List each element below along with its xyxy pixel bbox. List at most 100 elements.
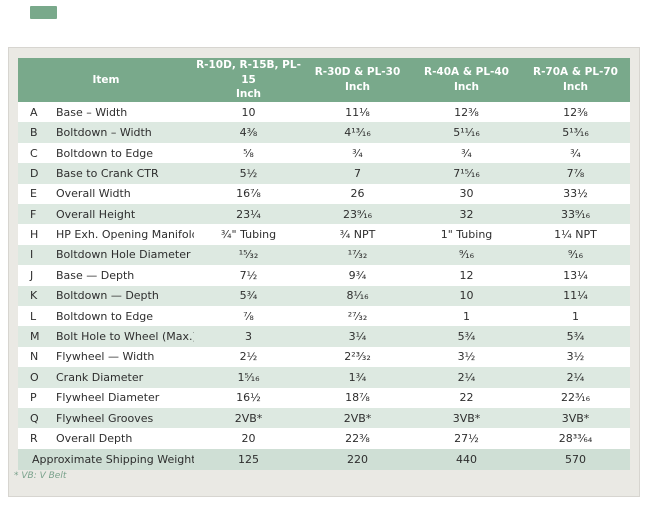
value-cell: ⁹⁄₁₆ <box>521 244 630 266</box>
table-row: D Base to Crank CTR 5½ 7 7¹⁵⁄₁₆ 7⅞ <box>18 163 630 184</box>
value-cell: 28³³⁄₆₄ <box>521 428 630 449</box>
row-letter: C <box>30 146 38 160</box>
value-cell: 22 <box>412 387 521 408</box>
col-header-model: R-70A & PL-70 Inch <box>521 58 630 103</box>
item-label: Crank Diameter <box>56 370 144 384</box>
item-label: Flywheel Grooves <box>56 411 154 425</box>
item-label: Overall Depth <box>56 432 133 445</box>
value-cell: ⅞ <box>194 305 303 327</box>
value-cell: 11⅛ <box>303 102 412 123</box>
value-cell: 11¼ <box>521 285 630 306</box>
value-cell: 7 <box>303 163 412 184</box>
item-cell: C Boltdown to Edge <box>18 142 194 164</box>
value-cell: 33⁹⁄₁₆ <box>521 204 630 225</box>
value-cell: 12 <box>412 265 521 286</box>
value-cell: 32 <box>412 204 521 225</box>
item-label: Boltdown – Width <box>56 126 152 140</box>
item-cell: F Overall Height <box>18 204 194 225</box>
table-row: F Overall Height 23¼ 23⁹⁄₁₆ 32 33⁹⁄₁₆ <box>18 204 630 225</box>
value-cell: 5¾ <box>412 326 521 347</box>
item-cell: Q Flywheel Grooves <box>18 407 194 429</box>
table-row: O Crank Diameter 1⁵⁄₁₆ 1¾ 2¼ 2¼ <box>18 367 630 388</box>
value-cell: 3VB* <box>412 407 521 429</box>
value-cell: 5¾ <box>194 285 303 306</box>
row-letter: J <box>30 268 34 282</box>
table-row: K Boltdown — Depth 5¾ 8¹⁄₁₆ 10 11¼ <box>18 285 630 306</box>
value-cell: 20 <box>194 428 303 449</box>
value-cell: 30 <box>412 183 521 205</box>
table-row: R Overall Depth 20 22⅜ 27½ 28³³⁄₆₄ <box>18 428 630 449</box>
row-letter: K <box>30 289 38 303</box>
value-cell: 1⁵⁄₁₆ <box>194 367 303 388</box>
table-row: B Boltdown – Width 4⅜ 4¹³⁄₁₆ 5¹¹⁄₁₆ 5¹³⁄₁₆ <box>18 122 630 143</box>
value-cell: 10 <box>194 102 303 123</box>
table-row: P Flywheel Diameter 16½ 18⅞ 22 22³⁄₁₆ <box>18 387 630 408</box>
col-header-model: R-40A & PL-40 Inch <box>412 58 521 103</box>
value-cell: 1 <box>412 305 521 327</box>
item-label: Overall Height <box>56 207 136 221</box>
value-cell: 33½ <box>521 183 630 205</box>
col-header-model: R-30D & PL-30 Inch <box>303 58 412 103</box>
value-cell: 2½ <box>194 346 303 368</box>
value-cell: 7⅞ <box>521 163 630 184</box>
item-label: HP Exh. Opening Manifold <box>56 228 194 242</box>
table-row: N Flywheel — Width 2½ 2²³⁄₃₂ 3½ 3½ <box>18 346 630 368</box>
value-cell: 5½ <box>194 163 303 184</box>
value-cell: ¾ <box>303 142 412 164</box>
shipping-weight-label: Approximate Shipping Weight (lbs.) <box>18 448 194 470</box>
table-row: M Bolt Hole to Wheel (Max.) 3 3¼ 5¾ 5¾ <box>18 326 630 347</box>
shipping-weight-value: 440 <box>412 448 521 470</box>
item-label: Flywheel Diameter <box>56 391 160 405</box>
value-cell: ¾ <box>521 142 630 164</box>
value-cell: ¾" Tubing <box>194 224 303 245</box>
shipping-weight-value: 220 <box>303 448 412 470</box>
item-label: Overall Width <box>56 187 131 201</box>
row-letter: F <box>30 207 37 221</box>
table-row: C Boltdown to Edge ⅝ ¾ ¾ ¾ <box>18 142 630 164</box>
row-letter: P <box>30 391 37 405</box>
row-letter: E <box>30 187 37 201</box>
value-cell: 13¼ <box>521 265 630 286</box>
value-cell: ¾ NPT <box>303 224 412 245</box>
row-letter: Q <box>30 411 39 425</box>
shipping-weight-row: Approximate Shipping Weight (lbs.)125220… <box>18 448 630 470</box>
value-cell: ⁹⁄₁₆ <box>412 244 521 266</box>
item-cell: B Boltdown – Width <box>18 122 194 143</box>
item-label: Boltdown Hole Diameter <box>56 248 191 262</box>
value-cell: 27½ <box>412 428 521 449</box>
value-cell: 1 <box>521 305 630 327</box>
item-cell: I Boltdown Hole Diameter <box>18 244 194 266</box>
item-cell: K Boltdown — Depth <box>18 285 194 306</box>
item-label: Boltdown — Depth <box>56 289 159 303</box>
value-cell: 5¾ <box>521 326 630 347</box>
item-label: Base — Depth <box>56 268 135 282</box>
footnote: * VB: V Belt <box>14 471 67 481</box>
value-cell: 26 <box>303 183 412 205</box>
value-cell: 3¼ <box>303 326 412 347</box>
item-cell: R Overall Depth <box>18 428 194 449</box>
row-letter: R <box>30 432 38 445</box>
row-letter: D <box>30 166 39 180</box>
value-cell: 2¼ <box>412 367 521 388</box>
dimensions-table: Item R-10D, R-15B, PL-15 Inch R-30D & PL-30… <box>18 58 630 470</box>
table-header: Item R-10D, R-15B, PL-15 Inch R-30D & PL-30… <box>18 58 630 103</box>
item-label: Flywheel — Width <box>56 350 155 364</box>
value-cell: 3VB* <box>521 407 630 429</box>
item-cell: N Flywheel — Width <box>18 346 194 368</box>
value-cell: 22⅜ <box>303 428 412 449</box>
value-cell: 16½ <box>194 387 303 408</box>
value-cell: 23⁹⁄₁₆ <box>303 204 412 225</box>
value-cell: ¹⁵⁄₃₂ <box>194 244 303 266</box>
table-row: E Overall Width 16⅞ 26 30 33½ <box>18 183 630 205</box>
item-cell: J Base — Depth <box>18 265 194 286</box>
value-cell: 7½ <box>194 265 303 286</box>
col-header-model: R-10D, R-15B, PL-15 Inch <box>194 58 303 103</box>
value-cell: 3½ <box>521 346 630 368</box>
row-letter: A <box>30 105 38 119</box>
value-cell: 10 <box>412 285 521 306</box>
item-label: Boltdown to Edge <box>56 309 154 323</box>
item-cell: A Base – Width <box>18 102 194 123</box>
value-cell: 4⅜ <box>194 122 303 143</box>
item-cell: L Boltdown to Edge <box>18 305 194 327</box>
item-cell: M Bolt Hole to Wheel (Max.) <box>18 326 194 347</box>
